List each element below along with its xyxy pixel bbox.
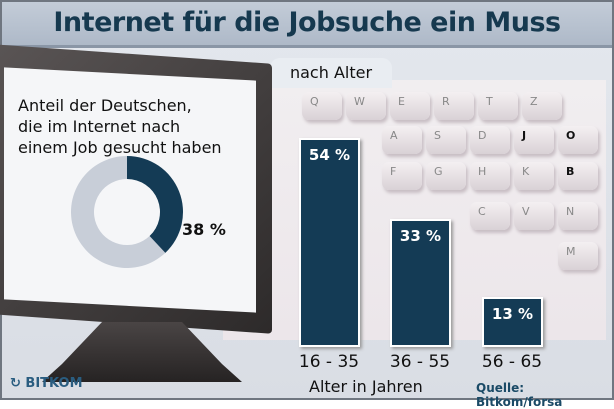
description-line: die im Internet nach [18,117,181,136]
category-label: 16 - 35 [298,352,360,372]
bitkom-logo: ↻ BITKOM [10,376,83,391]
bar [482,296,543,347]
keyboard-key: W [346,92,386,120]
keyboard-key: F [382,162,422,190]
source-note: Quelle: Bitkom/forsa [476,381,563,409]
keyboard-key: Z [522,92,562,120]
bar [390,219,451,347]
logo-text: BITKOM [25,376,83,391]
category-label: 56 - 65 [481,352,543,372]
keyboard-key: K [514,162,554,190]
keyboard-key: E [390,92,430,120]
keyboard-key: B [558,162,598,190]
keyboard-key: T [478,92,518,120]
keyboard-key: O [558,126,598,154]
keyboard-key: M [558,242,598,270]
donut-value-segment [127,156,183,253]
x-axis-label: Alter in Jahren [309,377,423,396]
category-tab: nach Alter [270,58,392,88]
donut-rest-segment [71,156,166,268]
keyboard-key: R [434,92,474,120]
donut-value-label: 38 % [182,220,226,239]
bar-value-label: 13 % [491,304,534,323]
donut-chart [71,156,183,268]
keyboard-key: H [470,162,510,190]
bar-value-label: 33 % [399,227,442,246]
keyboard-key: N [558,202,598,230]
category-label: 36 - 55 [389,352,451,372]
chart-title: Internet für die Jobsuche ein Muss [53,7,561,38]
keyboard-key: A [382,126,422,154]
keyboard-key: Q [302,92,342,120]
bar [299,138,360,347]
description-line: Anteil der Deutschen, [18,96,192,115]
keyboard-key: S [426,126,466,154]
keyboard-key: G [426,162,466,190]
keyboard-key: J [514,126,554,154]
monitor-stand [42,322,242,382]
keyboard-key: D [470,126,510,154]
description-line: einem Job gesucht haben [18,138,222,157]
keyboard-key: C [470,202,510,230]
title-bar: Internet für die Jobsuche ein Muss [2,2,612,48]
bar-value-label: 54 % [308,146,351,164]
keyboard-key: V [514,202,554,230]
donut-description: Anteil der Deutschen, die im Internet na… [18,95,222,158]
